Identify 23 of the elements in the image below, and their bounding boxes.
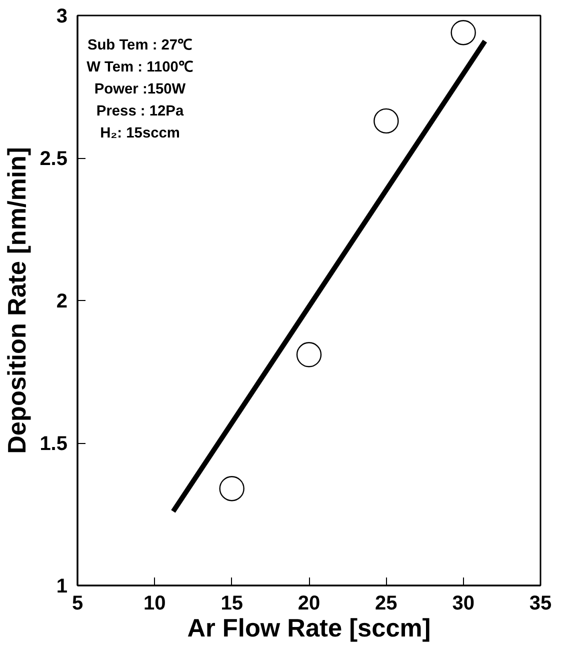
y-axis-title: Deposition Rate [nm/min] <box>4 147 32 454</box>
annotation: Sub Tem : 27℃ <box>87 38 193 54</box>
point <box>296 342 322 368</box>
point <box>374 108 399 134</box>
y-tick-label: 1 <box>56 576 68 598</box>
annotation: Power :150W <box>94 82 186 98</box>
annotation: H₂: 15sccm <box>100 126 180 142</box>
x-axis-title: Ar Flow Rate [sccm] <box>187 614 431 642</box>
x-tick-label: 35 <box>529 592 552 614</box>
x-tick-label: 15 <box>220 592 243 614</box>
x-tick-label: 5 <box>72 592 84 614</box>
y-tick-label: 1.5 <box>40 433 68 455</box>
x-tick-label: 20 <box>298 592 320 614</box>
point <box>450 20 476 46</box>
x-tick-label: 25 <box>375 592 398 614</box>
y-tick-label: 2.5 <box>40 148 68 170</box>
y-tick-label: 2 <box>56 290 68 312</box>
annotation: W Tem : 1100℃ <box>86 60 194 76</box>
x-tick-label: 30 <box>452 592 474 614</box>
annotation: Press : 12Pa <box>96 104 184 120</box>
point <box>219 476 244 502</box>
x-tick-label: 10 <box>144 592 166 614</box>
y-tick-label: 3 <box>56 6 68 28</box>
